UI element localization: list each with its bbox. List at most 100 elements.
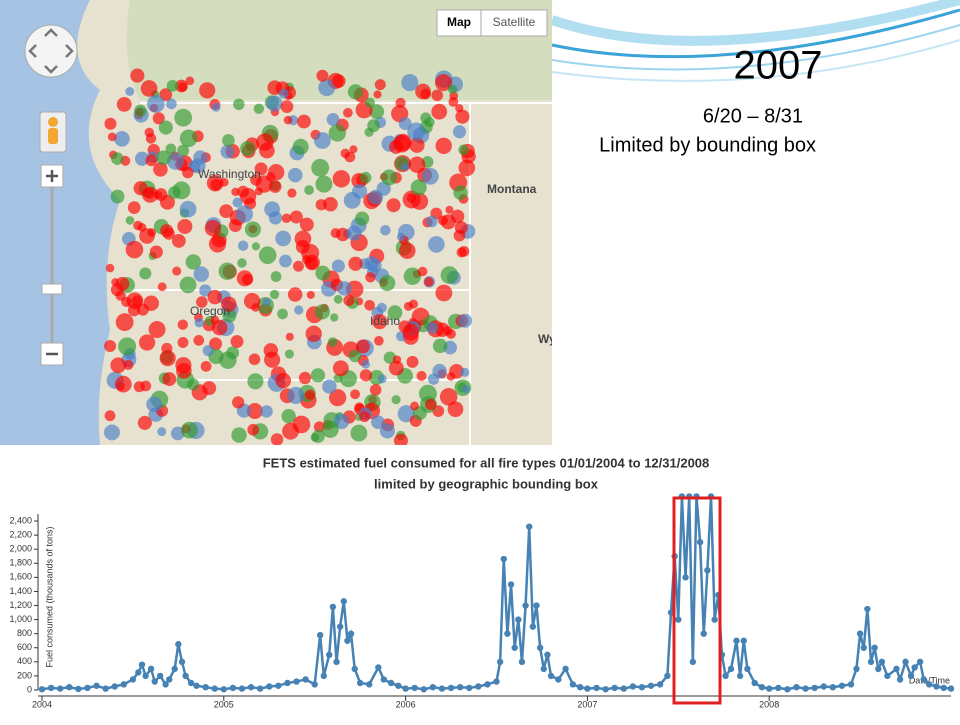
fire-marker — [418, 384, 437, 403]
fire-marker — [330, 228, 341, 239]
fire-marker — [435, 137, 452, 155]
fire-marker — [359, 171, 372, 184]
zoom-handle[interactable] — [41, 283, 63, 295]
pegman[interactable] — [39, 111, 67, 153]
fire-marker — [237, 258, 247, 268]
data-point — [907, 672, 915, 680]
fire-marker — [287, 188, 297, 198]
fire-marker — [420, 88, 432, 100]
button-label: Map — [447, 15, 471, 29]
fire-marker — [355, 211, 370, 226]
fire-marker — [448, 96, 459, 107]
fire-marker — [359, 369, 373, 382]
slide-subtitle: 6/20 – 8/31 — [703, 105, 803, 127]
fire-marker — [185, 254, 202, 270]
fire-marker — [431, 89, 444, 102]
data-point — [940, 684, 947, 692]
fire-marker — [177, 144, 190, 157]
fire-marker — [177, 82, 188, 92]
fire-marker — [447, 401, 464, 418]
fire-marker — [134, 104, 147, 117]
fire-marker — [207, 289, 223, 305]
fire-marker — [287, 167, 303, 183]
data-point — [602, 686, 609, 693]
fire-marker — [284, 349, 294, 359]
fire-marker — [417, 266, 428, 277]
fire-marker — [392, 355, 402, 364]
fire-marker — [240, 140, 256, 157]
data-point — [182, 672, 189, 680]
fire-marker — [457, 313, 472, 328]
fire-marker — [402, 323, 420, 341]
data-point — [744, 665, 751, 673]
data-point — [544, 651, 551, 658]
data-point — [178, 658, 186, 666]
data-point — [576, 683, 584, 691]
fire-marker — [321, 421, 339, 438]
fire-marker — [133, 381, 145, 393]
fire-marker — [348, 256, 363, 271]
fire-marker — [275, 230, 292, 247]
fire-marker — [369, 104, 385, 119]
fire-marker — [292, 415, 311, 434]
fire-marker — [146, 94, 165, 113]
y-tick-label: 1,600 — [9, 572, 32, 582]
map[interactable]: Washington Oregon Montana Idaho Wy Map S… — [0, 0, 556, 448]
data-point — [540, 665, 547, 673]
y-tick-label: 2,400 — [9, 515, 32, 525]
fire-marker — [426, 322, 439, 334]
data-point — [187, 679, 195, 687]
pan-control[interactable] — [24, 24, 78, 78]
fire-marker — [230, 335, 244, 348]
satellite-button[interactable] — [480, 9, 548, 37]
data-point — [420, 686, 427, 693]
fire-marker — [425, 398, 437, 411]
data-point — [316, 631, 324, 639]
fire-marker — [311, 158, 330, 177]
data-point — [947, 685, 955, 692]
fire-marker — [305, 325, 322, 342]
fire-marker — [193, 335, 205, 346]
map-label: Montana — [487, 182, 537, 196]
fire-marker — [446, 372, 456, 381]
fire-marker — [246, 403, 263, 420]
data-point — [620, 685, 627, 692]
fire-marker — [247, 373, 264, 390]
fire-marker — [166, 98, 177, 110]
fire-marker — [343, 107, 353, 118]
fire-marker — [374, 79, 386, 91]
data-point — [893, 665, 900, 673]
fire-marker — [376, 302, 387, 313]
data-point — [647, 682, 655, 689]
fire-marker — [131, 295, 143, 307]
fire-marker — [162, 372, 177, 387]
fire-marker — [179, 200, 197, 218]
fire-marker — [247, 423, 259, 436]
data-point — [66, 683, 73, 691]
data-point — [736, 672, 744, 680]
fire-marker — [152, 112, 165, 125]
data-point — [475, 683, 482, 690]
fire-marker — [199, 284, 212, 297]
fire-marker — [137, 415, 152, 430]
data-point — [211, 685, 218, 692]
fire-marker — [144, 127, 155, 138]
data-point — [151, 678, 158, 685]
data-point — [493, 678, 500, 685]
fire-marker — [281, 213, 292, 224]
fire-marker — [250, 174, 262, 186]
fire-marker — [330, 313, 339, 322]
fire-marker — [329, 389, 347, 407]
slide-note: Limited by bounding box — [599, 134, 816, 156]
fire-marker — [453, 185, 468, 200]
data-point — [696, 538, 704, 546]
fire-marker — [371, 415, 385, 430]
data-point — [740, 637, 747, 644]
map-button[interactable] — [436, 9, 482, 37]
fire-marker — [310, 368, 326, 383]
fire-marker — [204, 219, 222, 237]
data-point — [911, 664, 918, 671]
zoom-control[interactable] — [40, 164, 64, 366]
fire-marker — [393, 134, 411, 153]
fire-marker — [114, 131, 130, 147]
